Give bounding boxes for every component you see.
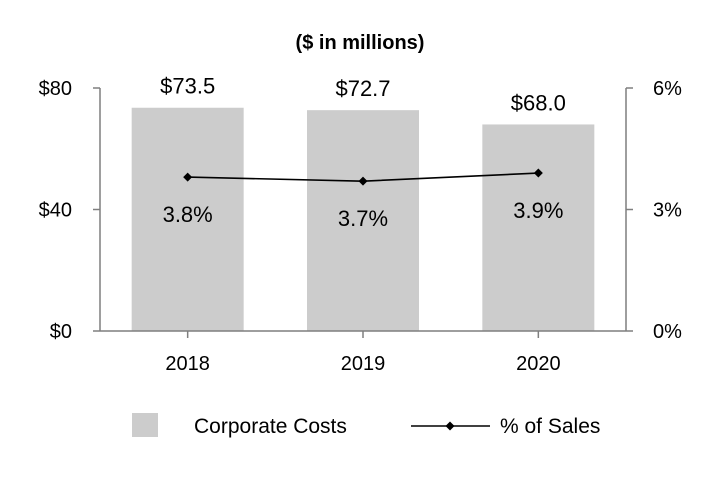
percent-value-label: 3.9% [513, 198, 563, 223]
percent-value-label: 3.7% [338, 206, 388, 231]
percent-value-label: 3.8% [163, 202, 213, 227]
left-tick-label: $0 [50, 321, 72, 343]
x-tick-label: 2018 [165, 353, 210, 375]
percent-marker-2018 [183, 172, 193, 182]
bar-value-label: $72.7 [335, 76, 390, 101]
legend: Corporate Costs % of Sales [132, 413, 600, 438]
labels-layer: $73.5 $72.7 $68.0 3.8% 3.7% 3.9% [160, 74, 566, 231]
right-tick-label: 3% [653, 200, 682, 222]
line-layer [183, 168, 543, 186]
percent-marker-2020 [533, 168, 543, 178]
bar-2018 [131, 107, 244, 332]
legend-label-corporate-costs: Corporate Costs [194, 415, 347, 438]
axes-layer: $0 $40 $80 0% 3% 6% 2018 2019 2020 [39, 78, 682, 375]
bar-2020 [482, 124, 595, 331]
percent-marker-2019 [358, 176, 368, 186]
left-tick-label: $40 [39, 200, 72, 222]
x-tick-label: 2019 [341, 353, 386, 375]
legend-label-percent: % of Sales [500, 415, 600, 438]
legend-marker-percent [445, 421, 455, 431]
bar-value-label: $73.5 [160, 74, 215, 99]
legend-swatch-corporate-costs [132, 413, 158, 437]
chart-title: ($ in millions) [296, 32, 425, 54]
bars-layer [131, 107, 595, 332]
bar-2019 [307, 110, 419, 331]
right-tick-label: 6% [653, 78, 682, 100]
x-tick-label: 2020 [516, 353, 561, 375]
left-tick-label: $80 [39, 78, 72, 100]
bar-value-label: $68.0 [511, 90, 566, 115]
right-tick-label: 0% [653, 321, 682, 343]
